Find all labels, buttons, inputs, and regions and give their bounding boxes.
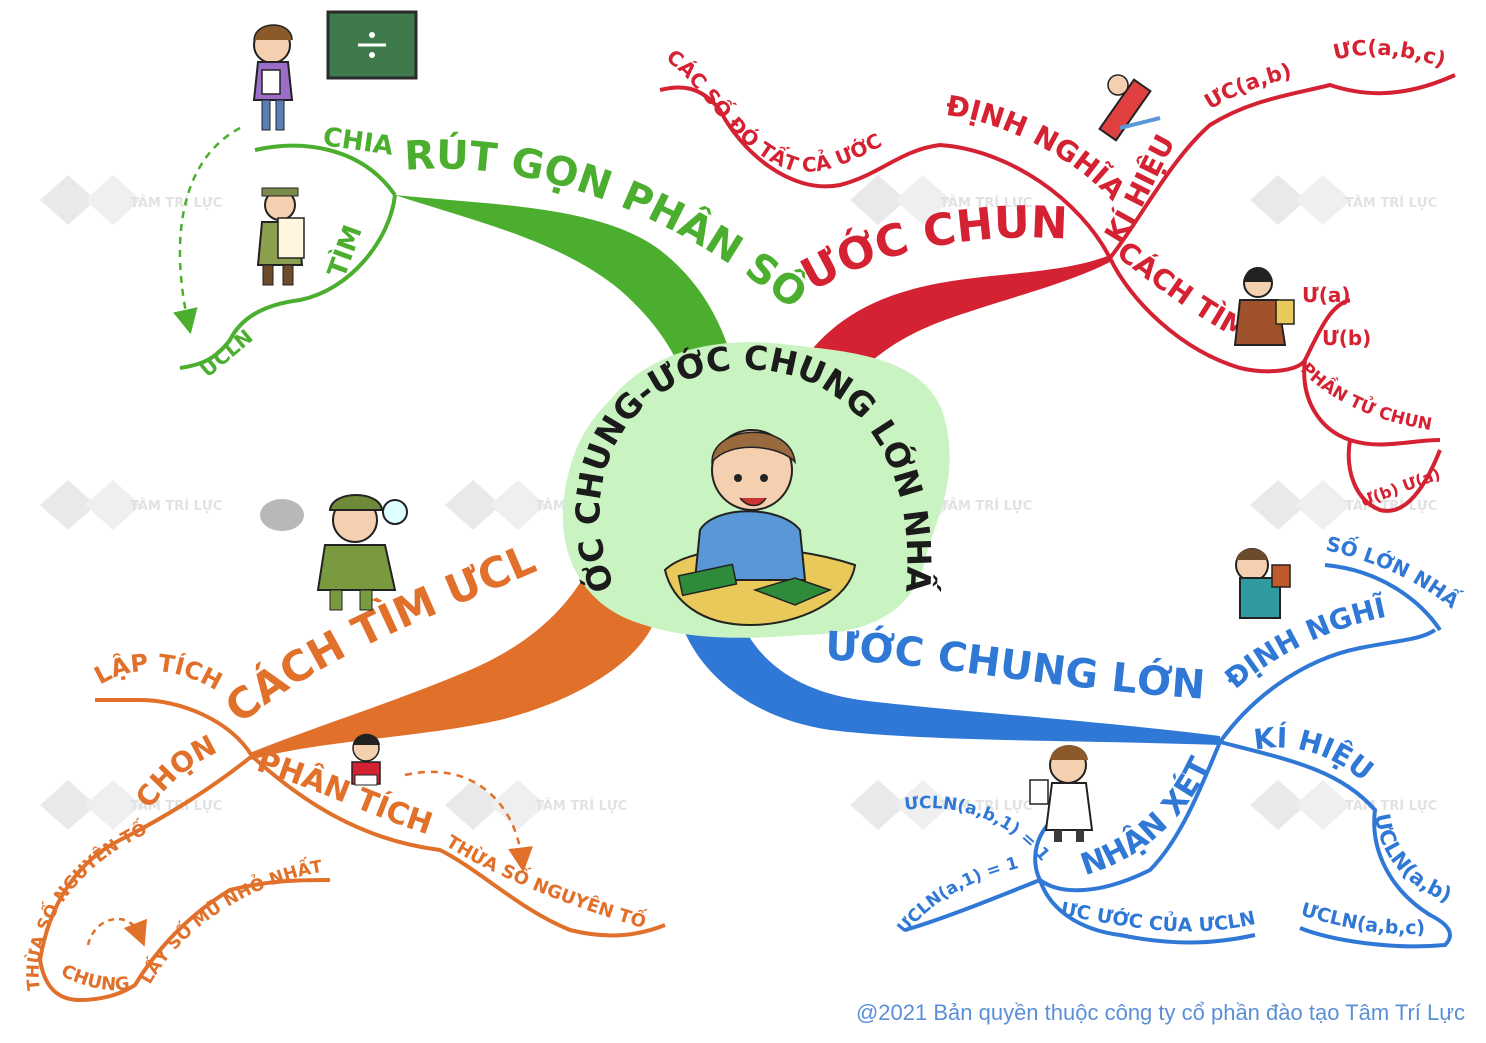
watermark-logo-icon bbox=[1250, 480, 1351, 530]
orange-lay-label: LẤY SỐ MŨ NHỎ NHẤT bbox=[137, 855, 324, 987]
watermark-text: TÂM TRÍ LỰC bbox=[940, 195, 1032, 211]
watermark-logo-icon bbox=[445, 780, 546, 830]
watermark-logo-icon bbox=[1250, 175, 1351, 225]
red-ub-label: Ư(b) bbox=[1322, 326, 1371, 350]
watermark-text: TÂM TRÍ LỰC bbox=[130, 498, 222, 514]
watermark-logo-icon bbox=[40, 175, 141, 225]
watermark-text: TÂM TRÍ LỰC bbox=[940, 798, 1032, 814]
blue-nhan-xet-label: NHẬN XÉT bbox=[1076, 751, 1218, 883]
orange-tsnt1-label: THỪA SỐ NGUYÊN TỐ bbox=[22, 816, 150, 992]
teacher-icon bbox=[252, 24, 294, 131]
red-branch-body bbox=[790, 255, 1110, 400]
blue-ki-hieu-label: KÍ HIỆU bbox=[1252, 720, 1380, 787]
boy-student-icon bbox=[663, 429, 857, 627]
tim-label: TÌM bbox=[320, 221, 368, 282]
watermark-logo-icon bbox=[850, 780, 951, 830]
watermark-text: TÂM TRÍ LỰC bbox=[1345, 798, 1437, 814]
watermark-text: TÂM TRÍ LỰC bbox=[130, 195, 222, 211]
orange-sub-lines bbox=[37, 698, 666, 1003]
reading-kid-icon bbox=[351, 733, 381, 786]
watermark-text: TÂM TRÍ LỰC bbox=[130, 798, 222, 814]
explorer-map-icon bbox=[256, 187, 305, 286]
watermark-text: TÂM TRÍ LỰC bbox=[1345, 195, 1437, 211]
orange-branch-title: CÁCH TÌM ƯCLN bbox=[0, 0, 542, 733]
blue-nx3-label: ƯC ƯỚC CỦA ƯCLN bbox=[1059, 898, 1257, 936]
detective-magnifier-icon bbox=[260, 494, 408, 611]
scientist-icon bbox=[1029, 745, 1094, 842]
orange-dashed-arrow-2 bbox=[86, 917, 147, 947]
red-definition-text: CÁC SỐ ĐÓ TẤT CẢ ƯỚC bbox=[662, 44, 885, 176]
man-glasses-icon bbox=[1235, 548, 1291, 619]
orange-dashed-arrow-1 bbox=[404, 770, 533, 873]
blue-branch-body bbox=[680, 605, 1220, 745]
orange-branch-body bbox=[250, 575, 655, 760]
orange-lap-tich-label: LẬP TÍCH bbox=[90, 649, 227, 696]
red-uc-abc-label: ƯC(a,b,c) bbox=[1331, 36, 1449, 72]
chalkboard-divide-icon bbox=[326, 10, 418, 80]
watermark-logo-icon bbox=[40, 780, 141, 830]
watermark-logo-icon bbox=[445, 480, 546, 530]
orange-chung-label: CHUNG bbox=[58, 961, 131, 996]
green-dashed-arrow bbox=[173, 126, 241, 335]
green-sub-lines bbox=[179, 143, 397, 370]
pencil-kid-icon bbox=[1098, 74, 1161, 142]
watermark-logo-icon bbox=[40, 480, 141, 530]
watermark-text: TÂM TRÍ LỰC bbox=[940, 498, 1032, 514]
green-branch-body bbox=[395, 195, 735, 395]
orange-phan-tich-label: PHÂN TÍCH bbox=[253, 744, 437, 842]
blue-sub-lines bbox=[904, 563, 1452, 949]
watermark-logo-icon bbox=[1250, 780, 1351, 830]
red-ua-label: Ư(a) bbox=[1302, 283, 1351, 307]
uocln-label: ƯCLN bbox=[195, 324, 257, 382]
watermark-text: TÂM TRÍ LỰC bbox=[535, 798, 627, 814]
chia-label: CHIA bbox=[321, 122, 395, 162]
watermark-logo-icon bbox=[850, 175, 951, 225]
copyright-text: @2021 Bản quyền thuộc công ty cổ phần đà… bbox=[856, 1000, 1465, 1025]
woman-phone-icon bbox=[1233, 267, 1295, 346]
red-sub-lines bbox=[659, 73, 1456, 513]
red-dinh-nghia-label: ĐỊNH NGHĨA bbox=[944, 89, 1132, 207]
